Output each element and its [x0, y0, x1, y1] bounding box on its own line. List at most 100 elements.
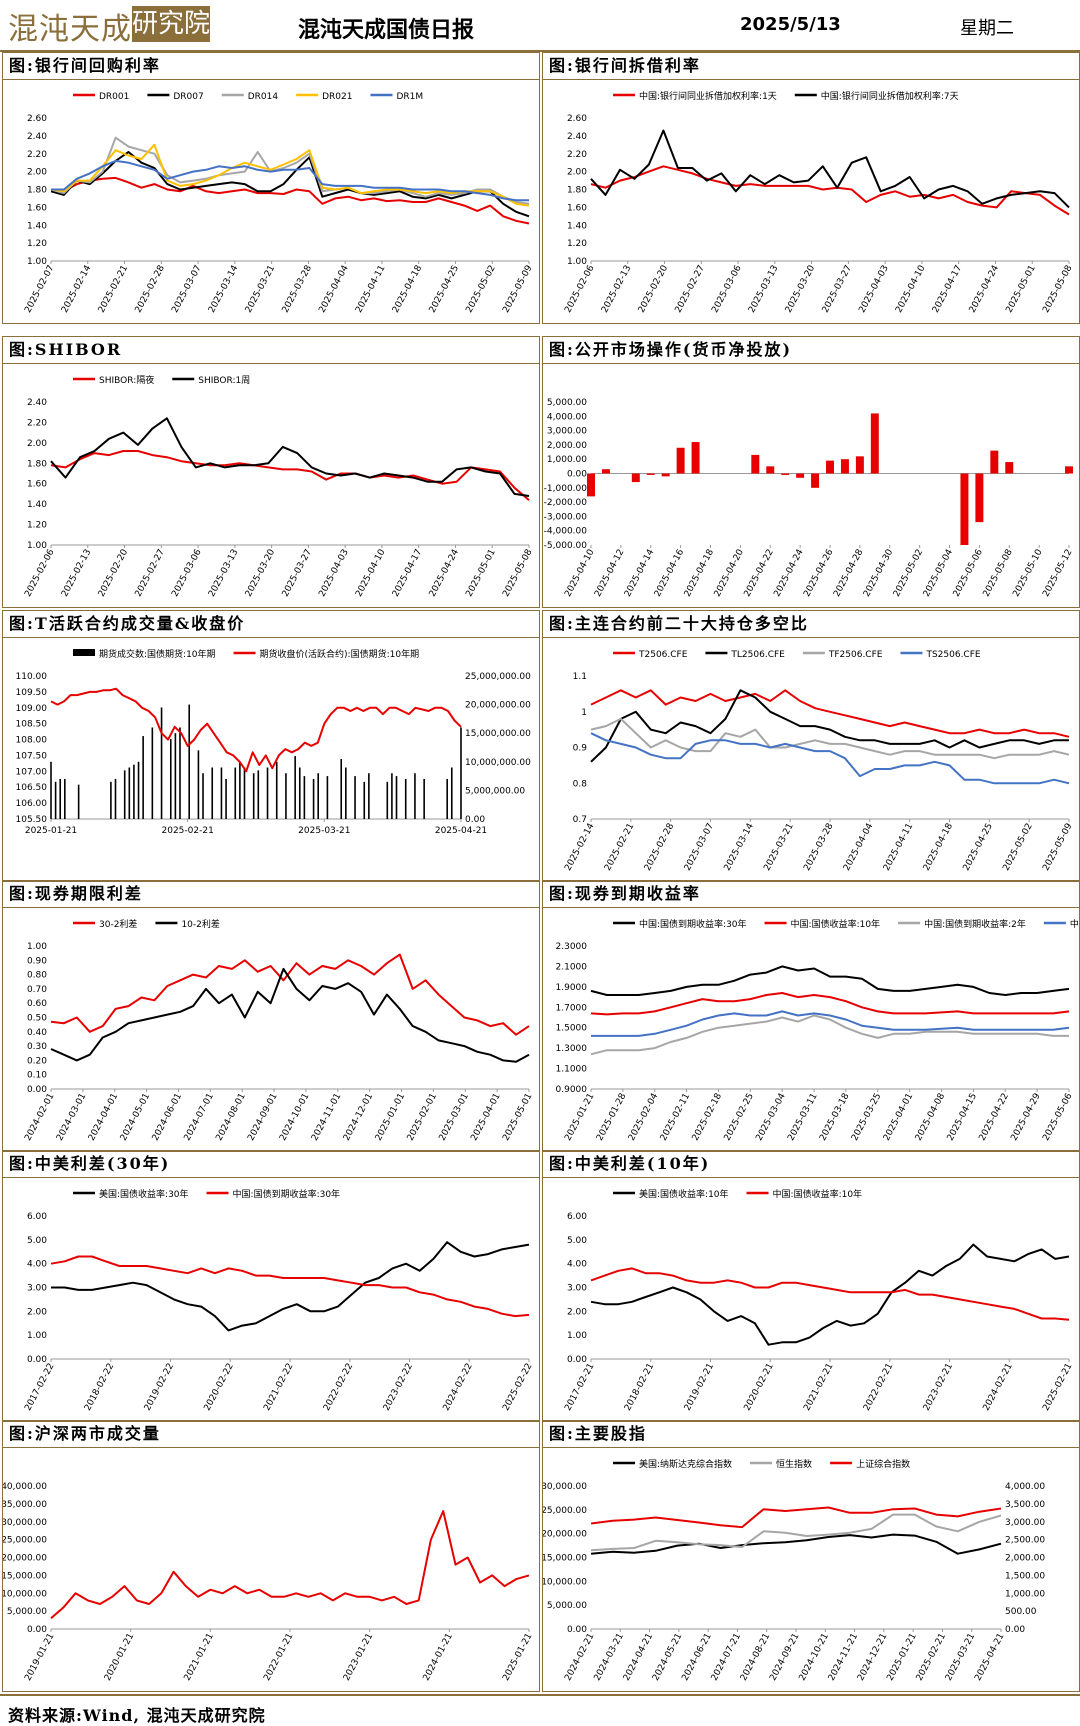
y-tick-label: 1.00 [27, 942, 47, 952]
y-tick-label: 0.9000 [556, 1085, 588, 1095]
bar [1065, 466, 1073, 474]
x-tick-label: 2025-02-28 [643, 821, 677, 872]
panel-title: 图:主要股指 [543, 1421, 1079, 1448]
bar [796, 473, 805, 478]
x-tick-label: 2025-05-08 [982, 547, 1016, 598]
x-tick-label: 2025-03-14 [207, 263, 241, 314]
legend-label: 中国:国债到期收益率:30年 [233, 1188, 341, 1200]
series-line [590, 129, 1070, 209]
y-tick-label: 2.60 [27, 114, 47, 124]
x-tick-label: 2025-03-13 [747, 264, 780, 315]
y-tick-label: 1.60 [27, 480, 47, 490]
legend-label: 期货成交数:国债期货:10年期 [99, 648, 216, 660]
legend-label: 中国:银行间同业拆借加权利率:7天 [821, 90, 959, 102]
y-tick-label: 10,000.00 [543, 1577, 587, 1587]
y-tick-label: 1.00 [27, 1331, 47, 1341]
x-tick-label: 2025-02-13 [60, 548, 93, 599]
bar [239, 761, 241, 819]
bar [386, 781, 389, 819]
y-tick-label: 1.80 [27, 459, 47, 469]
y-tick-label: 5,000.00 [7, 1607, 47, 1617]
y-tick-label: 108.50 [16, 720, 48, 730]
x-tick-label: 2019-02-21 [683, 1362, 716, 1413]
legend-label: TS2506.CFE [925, 650, 980, 660]
x-tick-label: 2024-11-01 [310, 1092, 343, 1143]
x-tick-label: 2025-04-16 [653, 547, 687, 598]
x-tick-label: 2025-04-18 [683, 547, 717, 598]
panel-shibor: 图:SHIBOR SHIBOR:隔夜 SHIBOR:1周 1.00 1.20 1.40 1… [2, 336, 540, 608]
bar [294, 756, 296, 819]
x-tick-label: 2021-02-22 [262, 1362, 295, 1413]
x-tick-label: 2025-05-02 [1001, 822, 1034, 873]
bar [661, 473, 670, 477]
bar [133, 764, 135, 819]
bar [751, 454, 760, 474]
y-tick-label: 2.60 [567, 114, 587, 124]
x-tick-label: 2025-04-25 [962, 822, 995, 873]
bar [326, 776, 329, 819]
x-tick-label: 2025-04-10 [563, 547, 597, 598]
x-tick-label: 2025-02-21 [162, 826, 214, 836]
y-tick-label: 0.00 [567, 470, 587, 480]
y-tick-label: 0.00 [567, 1355, 587, 1365]
x-tick-label: 2024-07-21 [710, 1632, 743, 1683]
x-tick-label: 2024-05-21 [651, 1632, 684, 1683]
legend-label: TF2506.CFE [828, 650, 883, 660]
legend-label: DR1M [397, 92, 424, 102]
interbank-lending-chart: 中国:银行间同业拆借加权利率:1天 中国:银行间同业拆借加权利率:7天 1.00 1.… [563, 90, 1075, 315]
x-tick-label: 2025-03-01 [438, 1092, 471, 1143]
bar [169, 738, 172, 819]
y-tick-label: 40,000.00 [3, 1482, 47, 1492]
x-tick-label: 2024-02-22 [442, 1362, 475, 1413]
x-tick-label: 2018-02-22 [83, 1362, 116, 1413]
bar [234, 767, 237, 819]
y-tick-label: 2.00 [27, 439, 47, 449]
x-tick-label: 2025-04-03 [317, 548, 350, 599]
data-source: 资料来源:Wind, 混沌天成研究院 [8, 1706, 266, 1725]
y-tick-label: 20,000.00 [543, 1530, 587, 1540]
panel-turnover: 图:沪深两市成交量 0.00 5,000.00 10,000.00 15,000.00… [2, 1420, 540, 1692]
panel-cn-us-30y: 图:中美利差(30年) 美国:国债收益率:30年 中国:国债到期收益率:30年 0.… [2, 1150, 540, 1422]
y-tick-label: 3.00 [567, 1284, 587, 1294]
series-line [51, 1241, 530, 1332]
bar [77, 784, 80, 819]
x-tick-label: 2025-02-25 [723, 1092, 756, 1143]
x-tick-label: 2025-04-21 [973, 1632, 1006, 1683]
panel-interbank-lending: 图:银行间拆借利率 中国:银行间同业拆借加权利率:1天 中国:银行间同业拆借加权利… [542, 52, 1080, 324]
x-tick-label: 2025-04-01 [469, 1092, 502, 1143]
x-tick-label: 2025-05-12 [1041, 548, 1074, 599]
y-tick-label: 10,000.00 [3, 1589, 47, 1599]
y-tick-label: 1.9000 [556, 983, 588, 993]
y-tick-label: 15,000.00 [3, 1571, 47, 1581]
x-tick-label: 2025-02-04 [627, 1091, 661, 1142]
x-tick-label: 2025-03-27 [821, 264, 854, 315]
y-tick-label: 3.00 [27, 1284, 47, 1294]
series-line [590, 965, 1070, 996]
bar [363, 781, 366, 819]
x-tick-label: 2025-03-21 [298, 826, 350, 836]
y-tick-label: 5,000.00 [547, 1601, 587, 1611]
y2-tick-label: 20,000,000.00 [465, 701, 531, 711]
legend-label: DR014 [248, 92, 279, 102]
panel-title: 图:现券期限利差 [3, 881, 539, 908]
x-tick-label: 2025-03-18 [818, 1091, 852, 1142]
bar [54, 781, 57, 819]
x-tick-label: 2020-02-21 [743, 1362, 776, 1413]
logo-text: 混沌天成 [8, 12, 132, 47]
bar [631, 473, 640, 483]
panel-title: 图:主连合约前二十大持仓多空比 [543, 611, 1079, 638]
series-line [590, 689, 1070, 738]
turnover-chart: 0.00 5,000.00 10,000.00 15,000.00 20,000.00 2… [3, 1482, 535, 1683]
bar [275, 761, 278, 819]
y-tick-label: 1.00 [567, 257, 587, 267]
y-tick-label: 1.80 [567, 186, 587, 196]
bar [391, 773, 393, 819]
x-tick-label: 2024-02-21 [982, 1362, 1015, 1413]
y2-tick-label: 4,000.00 [1005, 1482, 1045, 1492]
x-tick-label: 2019-01-21 [23, 1632, 56, 1683]
bar [174, 733, 177, 819]
x-tick-label: 2024-01-21 [422, 1632, 455, 1683]
y-tick-label: 4,000.00 [547, 412, 587, 422]
bar [354, 776, 356, 819]
series-line [590, 992, 1070, 1016]
